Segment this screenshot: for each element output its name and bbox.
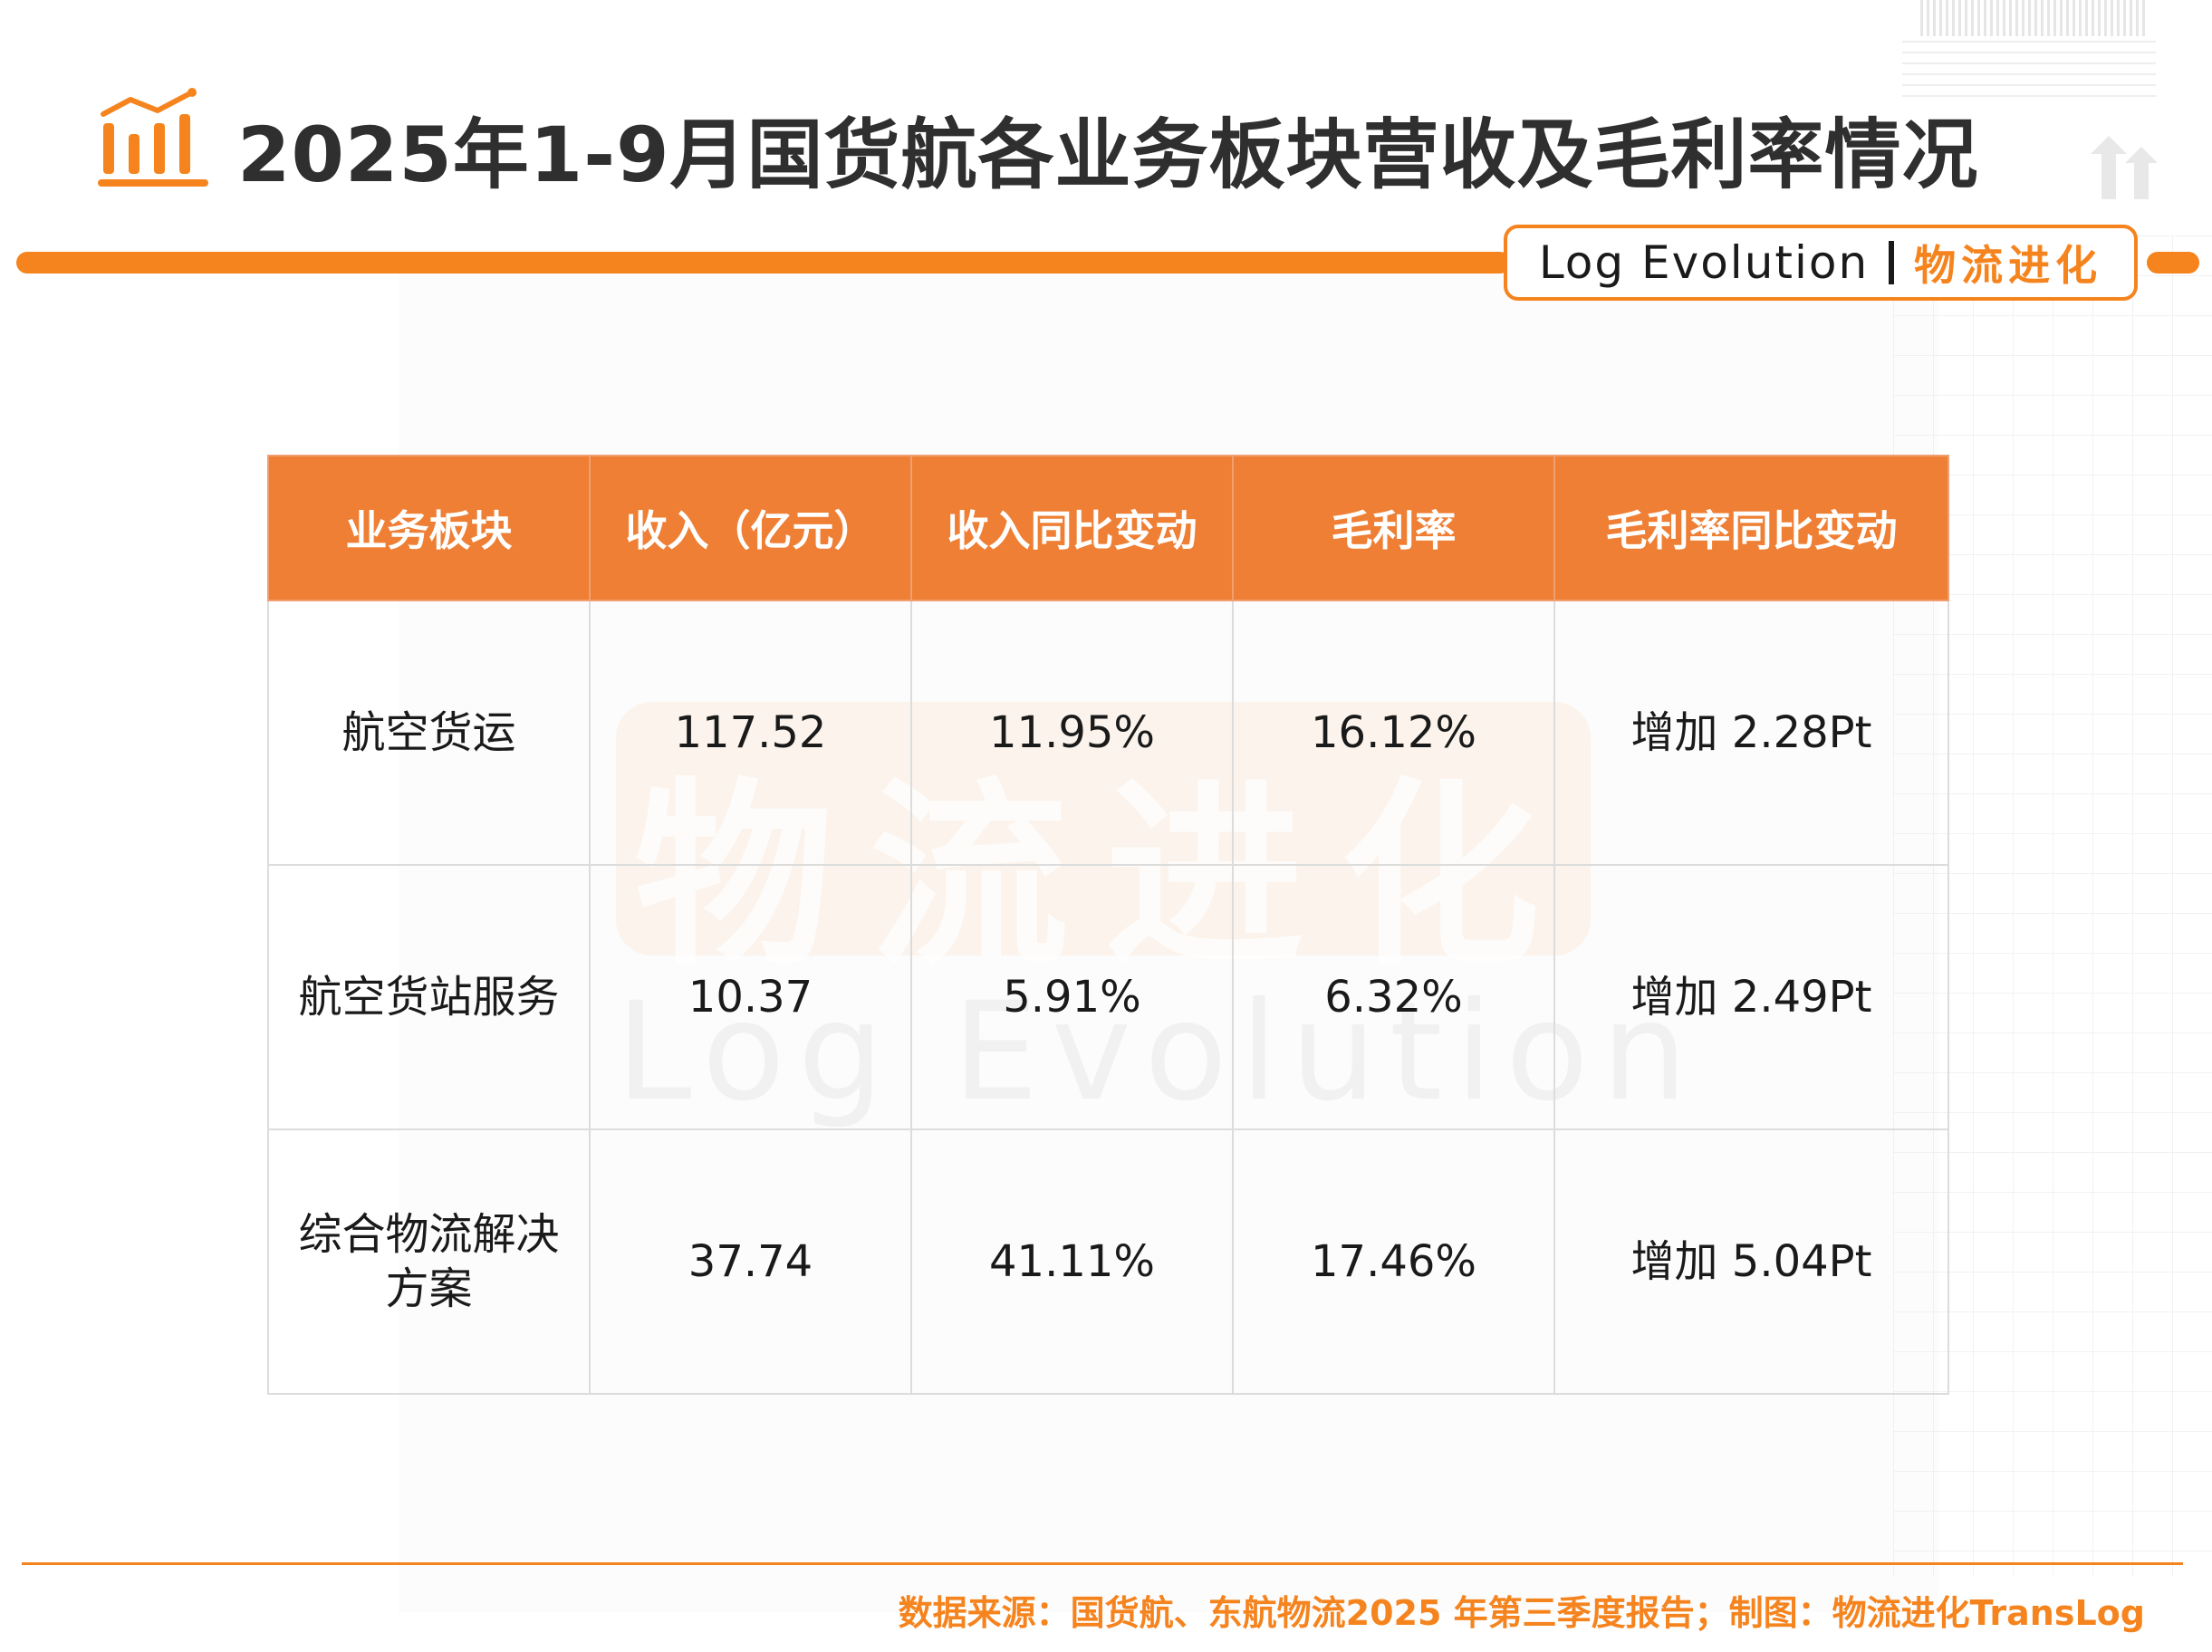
column-header-gross-margin: 毛利率 — [1232, 455, 1555, 601]
cell-segment: 航空货运 — [267, 600, 591, 866]
table-row: 航空货站服务 10.37 5.91% 6.32% 增加 2.49Pt — [267, 864, 1949, 1130]
page-title: 2025年1-9月国货航各业务板块营收及毛利率情况 — [237, 110, 1979, 199]
column-header-revenue: 收入（亿元） — [589, 455, 912, 601]
document-lines-decoration — [1902, 41, 2156, 104]
cell-segment: 航空货站服务 — [267, 864, 591, 1130]
title-divider-end — [2147, 252, 2199, 274]
cell-revenue-yoy: 5.91% — [910, 864, 1234, 1130]
column-header-gross-margin-yoy: 毛利率同比变动 — [1553, 455, 1949, 601]
cell-gross-margin: 16.12% — [1232, 600, 1555, 866]
footer-divider — [22, 1562, 2183, 1565]
data-source-note: 数据来源：国货航、东航物流2025 年第三季度报告；制图：物流进化TransLo… — [898, 1593, 2145, 1633]
column-header-revenue-yoy: 收入同比变动 — [910, 455, 1234, 601]
cell-gross-margin: 6.32% — [1232, 864, 1555, 1130]
cell-revenue: 10.37 — [589, 864, 912, 1130]
cell-gross-margin: 17.46% — [1232, 1129, 1555, 1395]
cell-revenue: 117.52 — [589, 600, 912, 866]
arrows-decoration-icon — [2091, 136, 2158, 199]
brand-name-en: Log Evolution — [1538, 236, 1870, 289]
table-header-row: 业务板块 收入（亿元） 收入同比变动 毛利率 毛利率同比变动 — [267, 455, 1949, 601]
barcode-decoration — [1920, 0, 2147, 36]
cell-gross-margin-yoy: 增加 2.49Pt — [1553, 864, 1949, 1130]
column-header-segment: 业务板块 — [267, 455, 591, 601]
cell-gross-margin-yoy: 增加 5.04Pt — [1553, 1129, 1949, 1395]
cell-revenue: 37.74 — [589, 1129, 912, 1395]
cell-segment: 综合物流解决方案 — [267, 1129, 591, 1395]
cell-gross-margin-yoy: 增加 2.28Pt — [1553, 600, 1949, 866]
table-row: 综合物流解决方案 37.74 41.11% 17.46% 增加 5.04Pt — [267, 1129, 1949, 1395]
table-row: 航空货运 117.52 11.95% 16.12% 增加 2.28Pt — [267, 600, 1949, 866]
brand-name-cn: 物流进化 — [1914, 241, 2103, 290]
cell-revenue-yoy: 11.95% — [910, 600, 1234, 866]
cell-revenue-yoy: 41.11% — [910, 1129, 1234, 1395]
revenue-margin-table: 业务板块 收入（亿元） 收入同比变动 毛利率 毛利率同比变动 航空货运 117.… — [267, 455, 1949, 1395]
brand-badge: Log Evolution 物流进化 — [1504, 225, 2138, 301]
bar-chart-icon — [98, 88, 208, 187]
brand-separator — [1889, 241, 1895, 284]
title-divider — [16, 252, 1511, 274]
